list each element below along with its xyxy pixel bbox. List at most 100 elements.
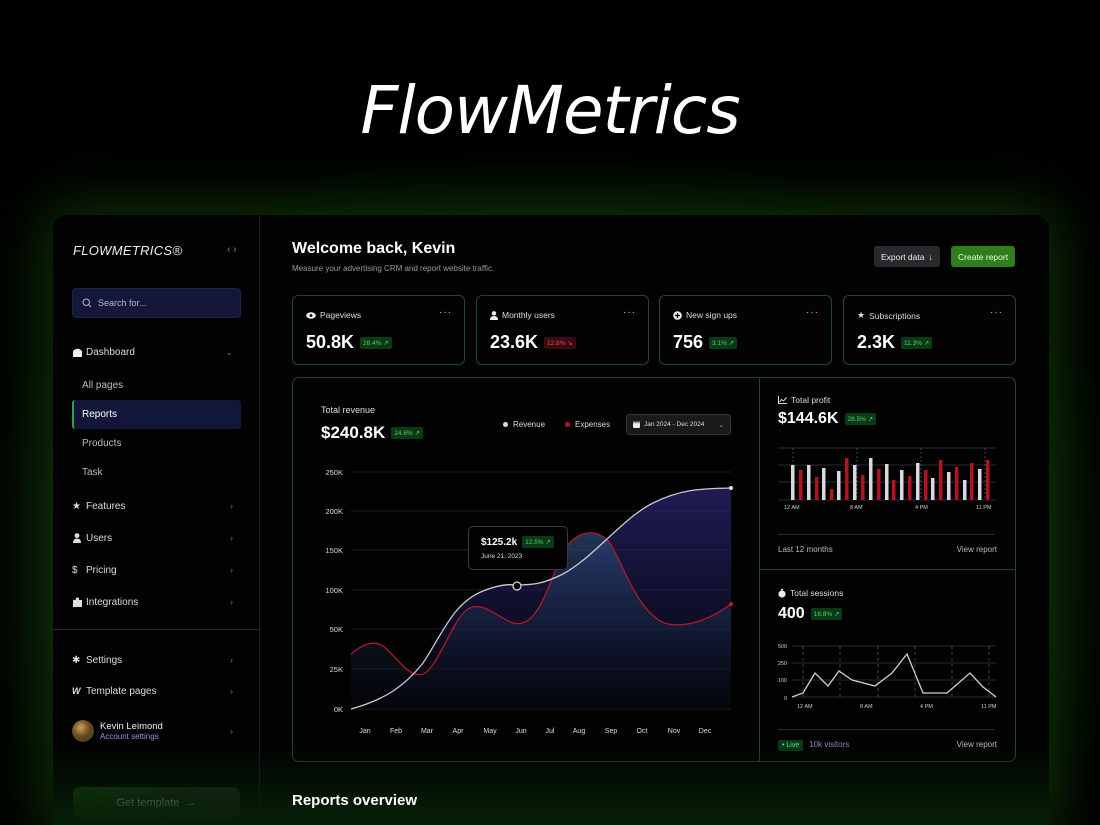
chevron-down-icon: ⌄ bbox=[225, 346, 233, 357]
dashboard-window: FLOWMETRICS® ‹ › Dashboard ⌄ All pages R… bbox=[53, 215, 1049, 825]
total-sessions-label: Total sessions bbox=[790, 588, 844, 598]
right-column: Total profit $144.6K 28.5% ↗ bbox=[759, 378, 1015, 761]
gear-icon: ✱ bbox=[72, 654, 81, 666]
tooltip-anchor-point bbox=[512, 581, 522, 591]
star-icon: ★ bbox=[72, 500, 81, 512]
sidebar-item-label: Template pages bbox=[86, 685, 157, 697]
svg-text:0K: 0K bbox=[334, 705, 343, 714]
chevron-down-icon: ⌄ bbox=[718, 421, 724, 429]
svg-text:500: 500 bbox=[778, 644, 787, 650]
divider bbox=[778, 729, 995, 730]
period-label: Last 12 months bbox=[778, 545, 833, 554]
page-title: Welcome back, Kevin bbox=[292, 240, 456, 257]
sidebar-item-dashboard[interactable]: Dashboard ⌄ bbox=[72, 341, 241, 363]
total-sessions-header: Total sessions bbox=[778, 588, 843, 598]
kpi-value: 756 bbox=[673, 332, 704, 352]
sidebar-item-label: Integrations bbox=[86, 596, 139, 608]
more-options-icon[interactable]: ··· bbox=[439, 307, 452, 318]
expenses-line bbox=[350, 532, 732, 676]
sidebar-item-integrations[interactable]: Integrations › bbox=[72, 591, 241, 613]
sidebar-item-task[interactable]: Task bbox=[82, 467, 103, 478]
chart-tooltip: $125.2k 12.5% ↗ June 21, 2023 bbox=[468, 526, 568, 570]
sidebar: FLOWMETRICS® ‹ › Dashboard ⌄ All pages R… bbox=[53, 215, 260, 825]
svg-text:200K: 200K bbox=[325, 507, 343, 516]
change-badge: 12.5% ↗ bbox=[522, 536, 554, 548]
revenue-panel: 250K 200K 150K 100K 50K 25K 0K Jan Feb Mar… bbox=[292, 377, 1016, 762]
stopwatch-icon bbox=[778, 588, 786, 598]
change-badge: 12.6% ↘ bbox=[544, 336, 576, 349]
sidebar-item-pricing[interactable]: $ Pricing › bbox=[72, 559, 241, 581]
legend-revenue: Revenue bbox=[503, 420, 545, 429]
chevron-right-icon: › bbox=[230, 686, 233, 696]
svg-text:250K: 250K bbox=[325, 468, 343, 477]
svg-text:Sep: Sep bbox=[605, 728, 618, 735]
total-sessions-value: 400 bbox=[778, 605, 805, 622]
kpi-card-monthly-users: Monthly users ··· 23.6K 12.6% ↘ bbox=[476, 295, 649, 365]
sidebar-item-template-pages[interactable]: W Template pages › bbox=[72, 680, 241, 702]
kpi-label: Pageviews bbox=[320, 310, 362, 320]
change-badge: 28.4% ↗ bbox=[360, 336, 392, 349]
get-template-label: Get template bbox=[116, 796, 180, 809]
change-badge: 16.8% ↗ bbox=[810, 608, 843, 620]
page-subtitle: Measure your advertising CRM and report … bbox=[292, 264, 495, 273]
sidebar-item-products[interactable]: Products bbox=[82, 438, 122, 449]
user-icon bbox=[490, 310, 498, 320]
eye-icon bbox=[306, 311, 316, 319]
export-data-button[interactable]: Export data ↓ bbox=[874, 246, 940, 267]
w-icon: W bbox=[72, 686, 81, 696]
svg-text:50K: 50K bbox=[330, 625, 343, 634]
svg-text:Jun: Jun bbox=[515, 728, 526, 735]
account-settings-link[interactable]: Kevin Leimond Account settings › bbox=[72, 717, 241, 745]
sidebar-item-label: Dashboard bbox=[86, 346, 135, 358]
revenue-chart: 250K 200K 150K 100K 50K 25K 0K Jan Feb Mar… bbox=[325, 468, 733, 735]
reports-overview-title: Reports overview bbox=[292, 792, 418, 809]
view-report-link[interactable]: View report bbox=[956, 740, 997, 749]
svg-text:250: 250 bbox=[778, 661, 787, 667]
search-input[interactable] bbox=[98, 298, 228, 308]
y-axis-labels: 250K 200K 150K 100K 50K 25K 0K bbox=[325, 468, 343, 714]
sidebar-item-label: Settings bbox=[86, 654, 123, 666]
date-range-select[interactable]: Jan 2024 - Dec 2024 ⌄ bbox=[626, 414, 731, 435]
get-template-button[interactable]: Get template → bbox=[73, 787, 240, 818]
brand-logo: FLOWMETRICS® bbox=[73, 243, 183, 258]
profit-bar-chart bbox=[778, 447, 996, 501]
more-options-icon[interactable]: ··· bbox=[806, 307, 819, 318]
x-axis-labels: Jan Feb Mar Apr May Jun Jul Aug Sep Oct Nov Dec bbox=[359, 728, 711, 735]
change-badge: 28.5% ↗ bbox=[844, 413, 877, 425]
kpi-card-subscriptions: ★ Subscriptions ··· 2.3K 11.3% ↗ bbox=[843, 295, 1016, 365]
more-options-icon[interactable]: ··· bbox=[623, 307, 636, 318]
sidebar-item-settings[interactable]: ✱ Settings › bbox=[72, 649, 241, 671]
x-tick-label: 4 PM bbox=[920, 704, 933, 710]
svg-text:0: 0 bbox=[784, 696, 787, 702]
star-icon: ★ bbox=[857, 310, 866, 320]
sidebar-item-users[interactable]: Users › bbox=[72, 527, 241, 549]
kpi-label: Subscriptions bbox=[869, 310, 921, 321]
svg-text:May: May bbox=[483, 728, 497, 735]
chevron-right-icon: › bbox=[230, 533, 233, 543]
legend-label: Revenue bbox=[513, 420, 546, 429]
arrow-down-icon: ↓ bbox=[928, 251, 933, 262]
chevron-right-icon: › bbox=[230, 597, 233, 607]
x-tick-label: 12 AM bbox=[797, 704, 813, 710]
sidebar-item-all-pages[interactable]: All pages bbox=[82, 380, 124, 391]
chevron-right-icon: › bbox=[230, 565, 233, 575]
svg-text:25K: 25K bbox=[330, 665, 343, 674]
view-report-link[interactable]: View report bbox=[956, 545, 997, 554]
arrow-right-icon: → bbox=[185, 796, 197, 809]
chevron-right-icon: › bbox=[230, 501, 233, 511]
svg-text:Mar: Mar bbox=[421, 728, 434, 735]
collapse-sidebar-icon[interactable]: ‹ › bbox=[227, 244, 237, 255]
more-options-icon[interactable]: ··· bbox=[990, 307, 1003, 318]
svg-text:100K: 100K bbox=[325, 586, 343, 595]
sidebar-item-features[interactable]: ★ Features › bbox=[72, 495, 241, 517]
change-badge: 11.3% ↗ bbox=[901, 336, 933, 349]
total-revenue-label: Total revenue bbox=[321, 405, 376, 415]
search-box[interactable] bbox=[72, 288, 241, 318]
x-tick-label: 11 PM bbox=[981, 704, 997, 710]
x-tick-label: 11 PM bbox=[976, 505, 992, 511]
sidebar-item-reports[interactable]: Reports bbox=[72, 400, 241, 429]
export-data-label: Export data bbox=[881, 251, 925, 262]
svg-text:Apr: Apr bbox=[453, 728, 465, 735]
create-report-button[interactable]: Create report bbox=[951, 246, 1016, 267]
total-revenue-value: $240.8K bbox=[321, 423, 386, 442]
